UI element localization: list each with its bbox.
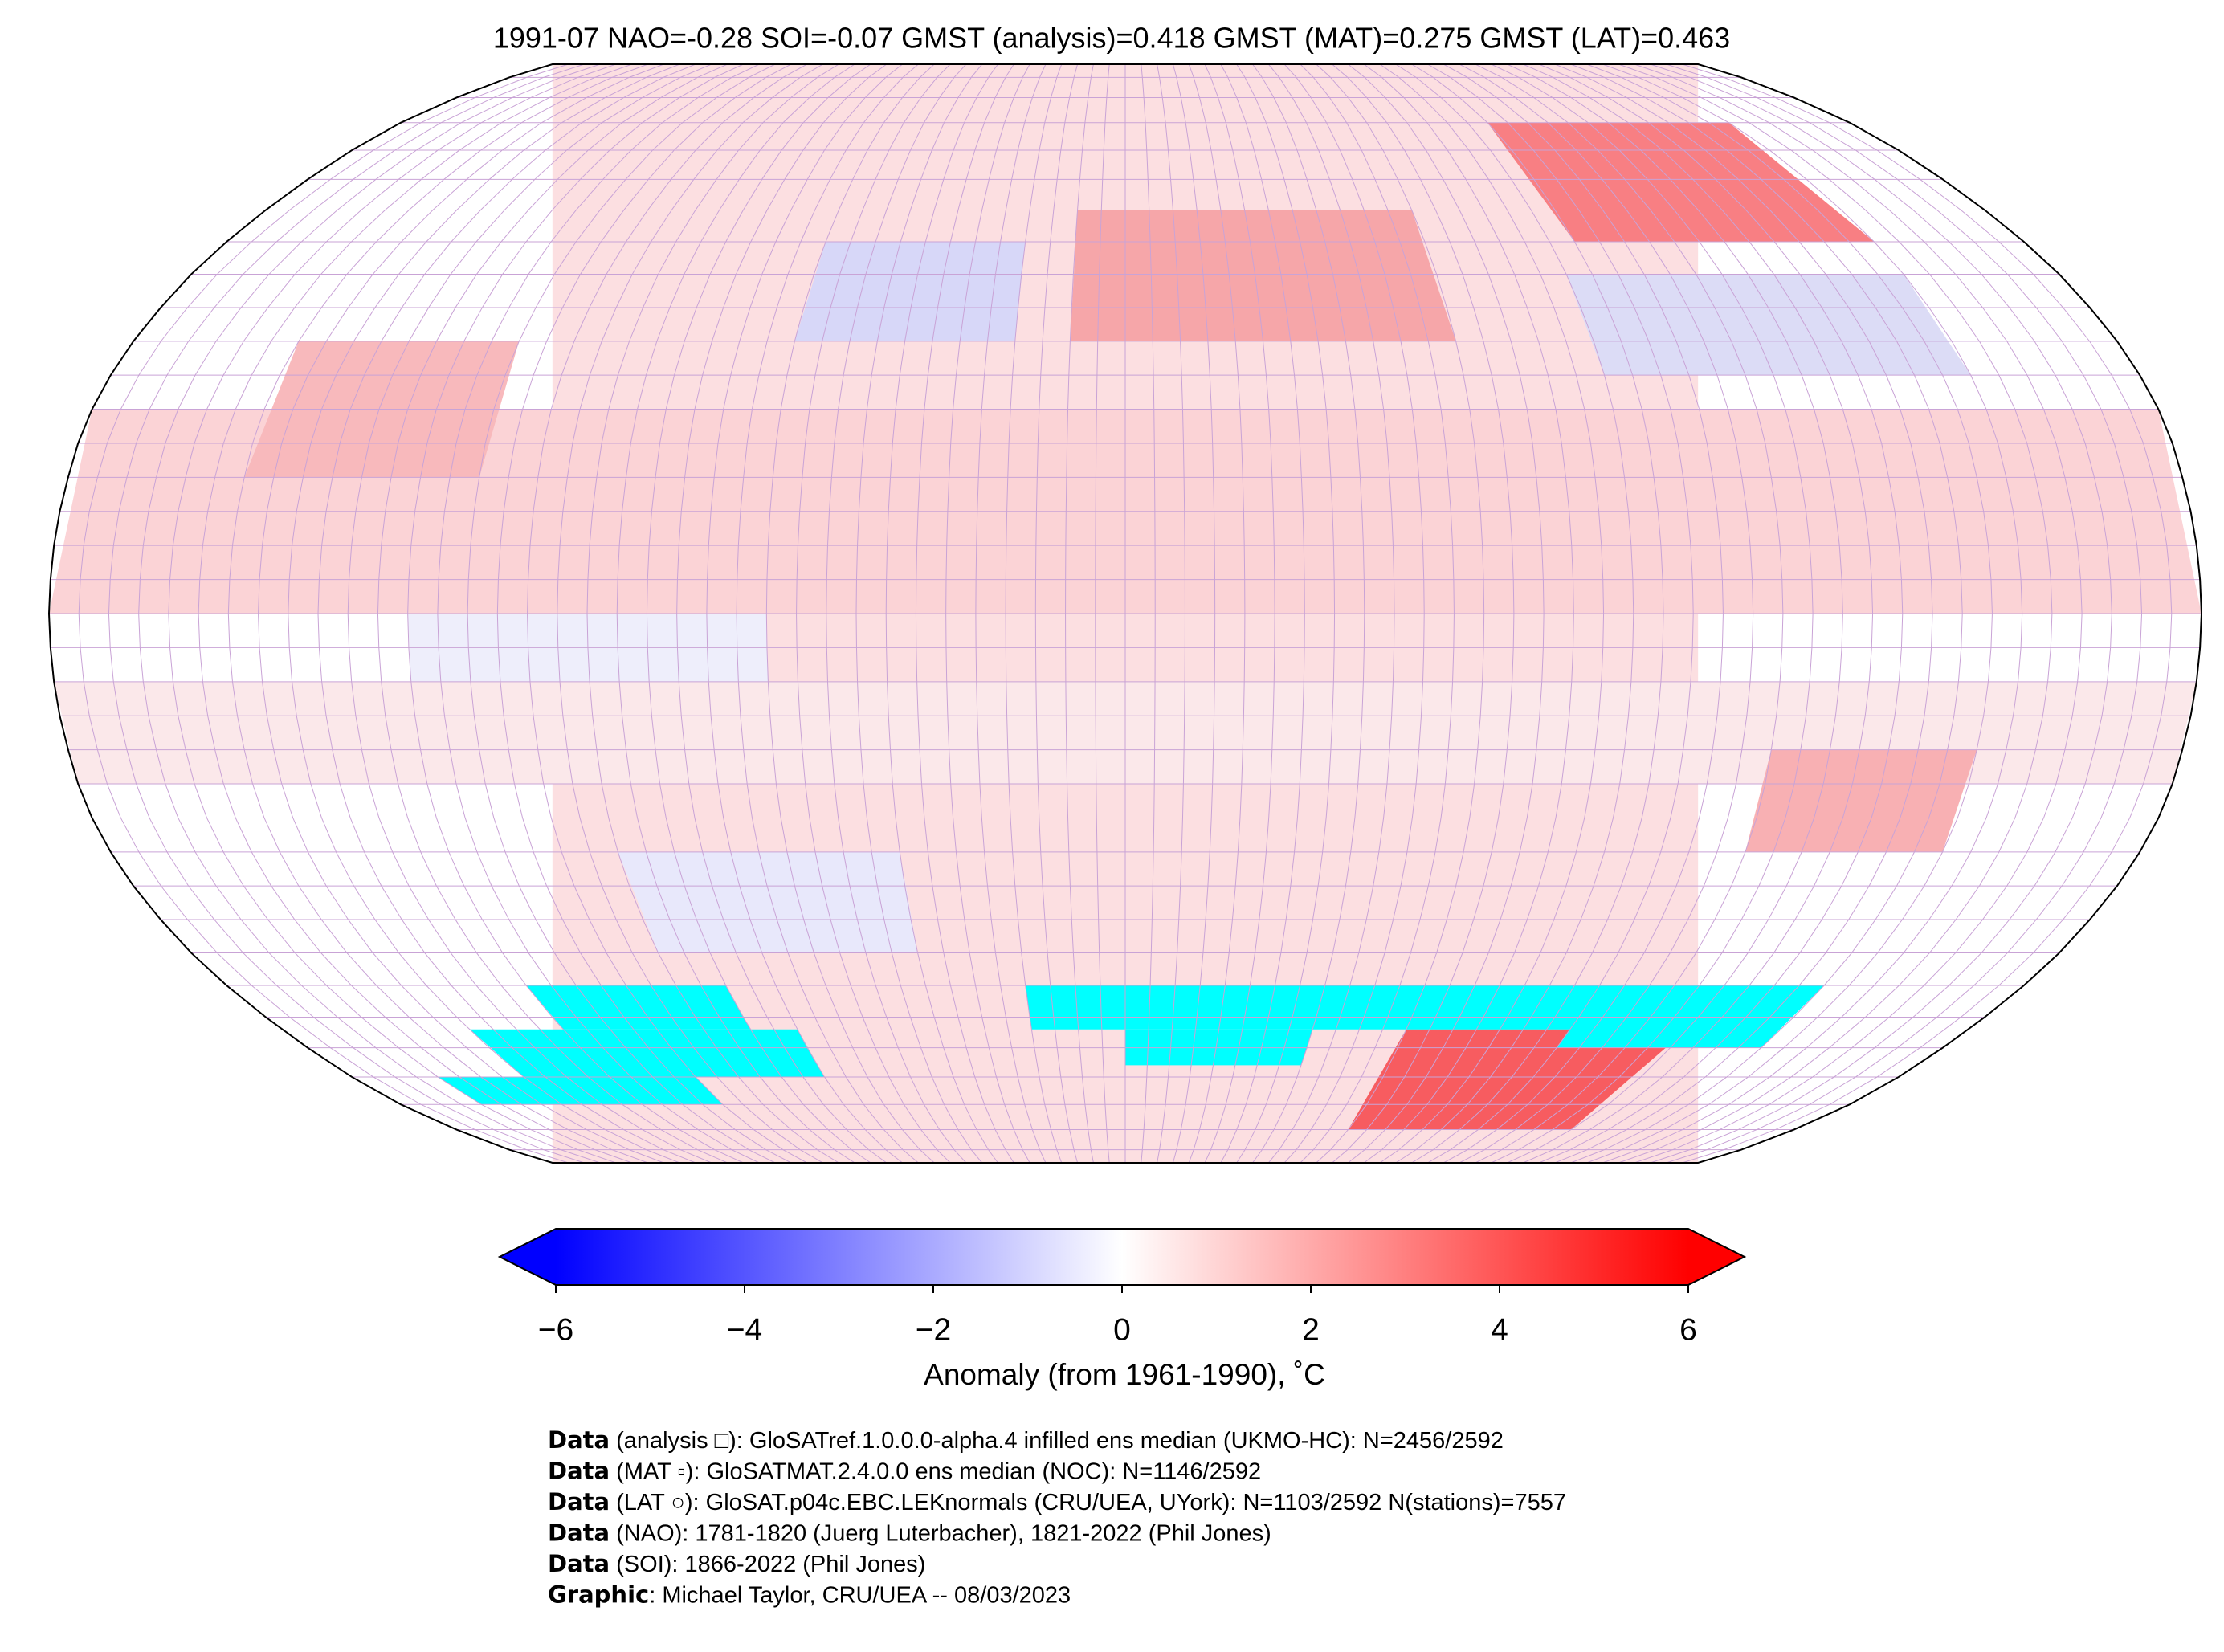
footer-line: Data (MAT ▫): GloSATMAT.2.4.0.0 ens medi… — [548, 1458, 1261, 1485]
footer-text: : Michael Taylor, CRU/UEA -- 08/03/2023 — [649, 1582, 1071, 1608]
anomaly-patch — [1487, 122, 1875, 243]
footer-text: (SOI): 1866-2022 (Phil Jones) — [610, 1552, 925, 1577]
anomaly-patch — [469, 1029, 825, 1077]
colorbar-tick-label: −6 — [538, 1312, 573, 1347]
map — [47, 63, 2203, 1164]
footer-bold: Data — [548, 1550, 610, 1577]
footer-text: (NAO): 1781-1820 (Juerg Luterbacher), 18… — [610, 1520, 1271, 1546]
footer-bold: Graphic — [548, 1581, 649, 1609]
anomaly-patch — [794, 242, 1026, 341]
colorbar-tick-label: 2 — [1302, 1312, 1320, 1347]
anomaly-patch — [1557, 985, 1825, 1048]
footer: Data (analysis □): GloSATref.1.0.0.0-alp… — [548, 1426, 1566, 1609]
map-outline — [47, 63, 2203, 1164]
footer-line: Data (LAT ○): GloSAT.p04c.EBC.LEKnormals… — [548, 1488, 1566, 1515]
footer-line: Data (SOI): 1866-2022 (Phil Jones) — [548, 1550, 925, 1577]
colorbar-tick-label: 0 — [1113, 1312, 1131, 1347]
footer-bold: Data — [548, 1519, 610, 1547]
anomaly-patch — [1745, 749, 1977, 852]
colorbar-extend-max — [1688, 1229, 1745, 1285]
colorbar: −6 −4 −2 0 2 4 6 — [497, 1228, 1747, 1347]
footer-bold: Data — [548, 1426, 610, 1454]
anomaly-patch — [1125, 1029, 1313, 1066]
colorbar-tick-label: 4 — [1491, 1312, 1508, 1347]
colorbar-tick-label: −2 — [916, 1312, 951, 1347]
title: 1991-07 NAO=-0.28 SOI=-0.07 GMST (analys… — [493, 22, 1730, 55]
footer-text: (MAT ▫): GloSATMAT.2.4.0.0 ens median (N… — [610, 1458, 1261, 1484]
footer-line: Data (analysis □): GloSATref.1.0.0.0-alp… — [548, 1426, 1504, 1454]
anomaly-patch — [1070, 210, 1456, 341]
colorbar-tick-label: 6 — [1679, 1312, 1697, 1347]
colorbar-body — [556, 1229, 1688, 1285]
colorbar-label: Anomaly (from 1961-1990), ˚C — [924, 1358, 1325, 1391]
anomaly-field — [49, 64, 2202, 1163]
footer-line: Data (NAO): 1781-1820 (Juerg Luterbacher… — [548, 1519, 1271, 1547]
colorbar-extend-min — [500, 1229, 556, 1285]
colorbar-tick-label: −4 — [727, 1312, 762, 1347]
anomaly-patch — [526, 985, 751, 1030]
footer-line: Graphic: Michael Taylor, CRU/UEA -- 08/0… — [548, 1581, 1071, 1609]
footer-text: (LAT ○): GloSAT.p04c.EBC.LEKnormals (CRU… — [610, 1490, 1566, 1515]
anomaly-patch — [438, 1076, 723, 1105]
footer-bold: Data — [548, 1488, 610, 1515]
footer-bold: Data — [548, 1458, 610, 1485]
anomaly-patch — [1566, 274, 1971, 376]
footer-text: (analysis □): GloSATref.1.0.0.0-alpha.4 … — [610, 1428, 1504, 1454]
anomaly-patch — [1025, 985, 1600, 1030]
anomaly-patch — [618, 851, 918, 953]
